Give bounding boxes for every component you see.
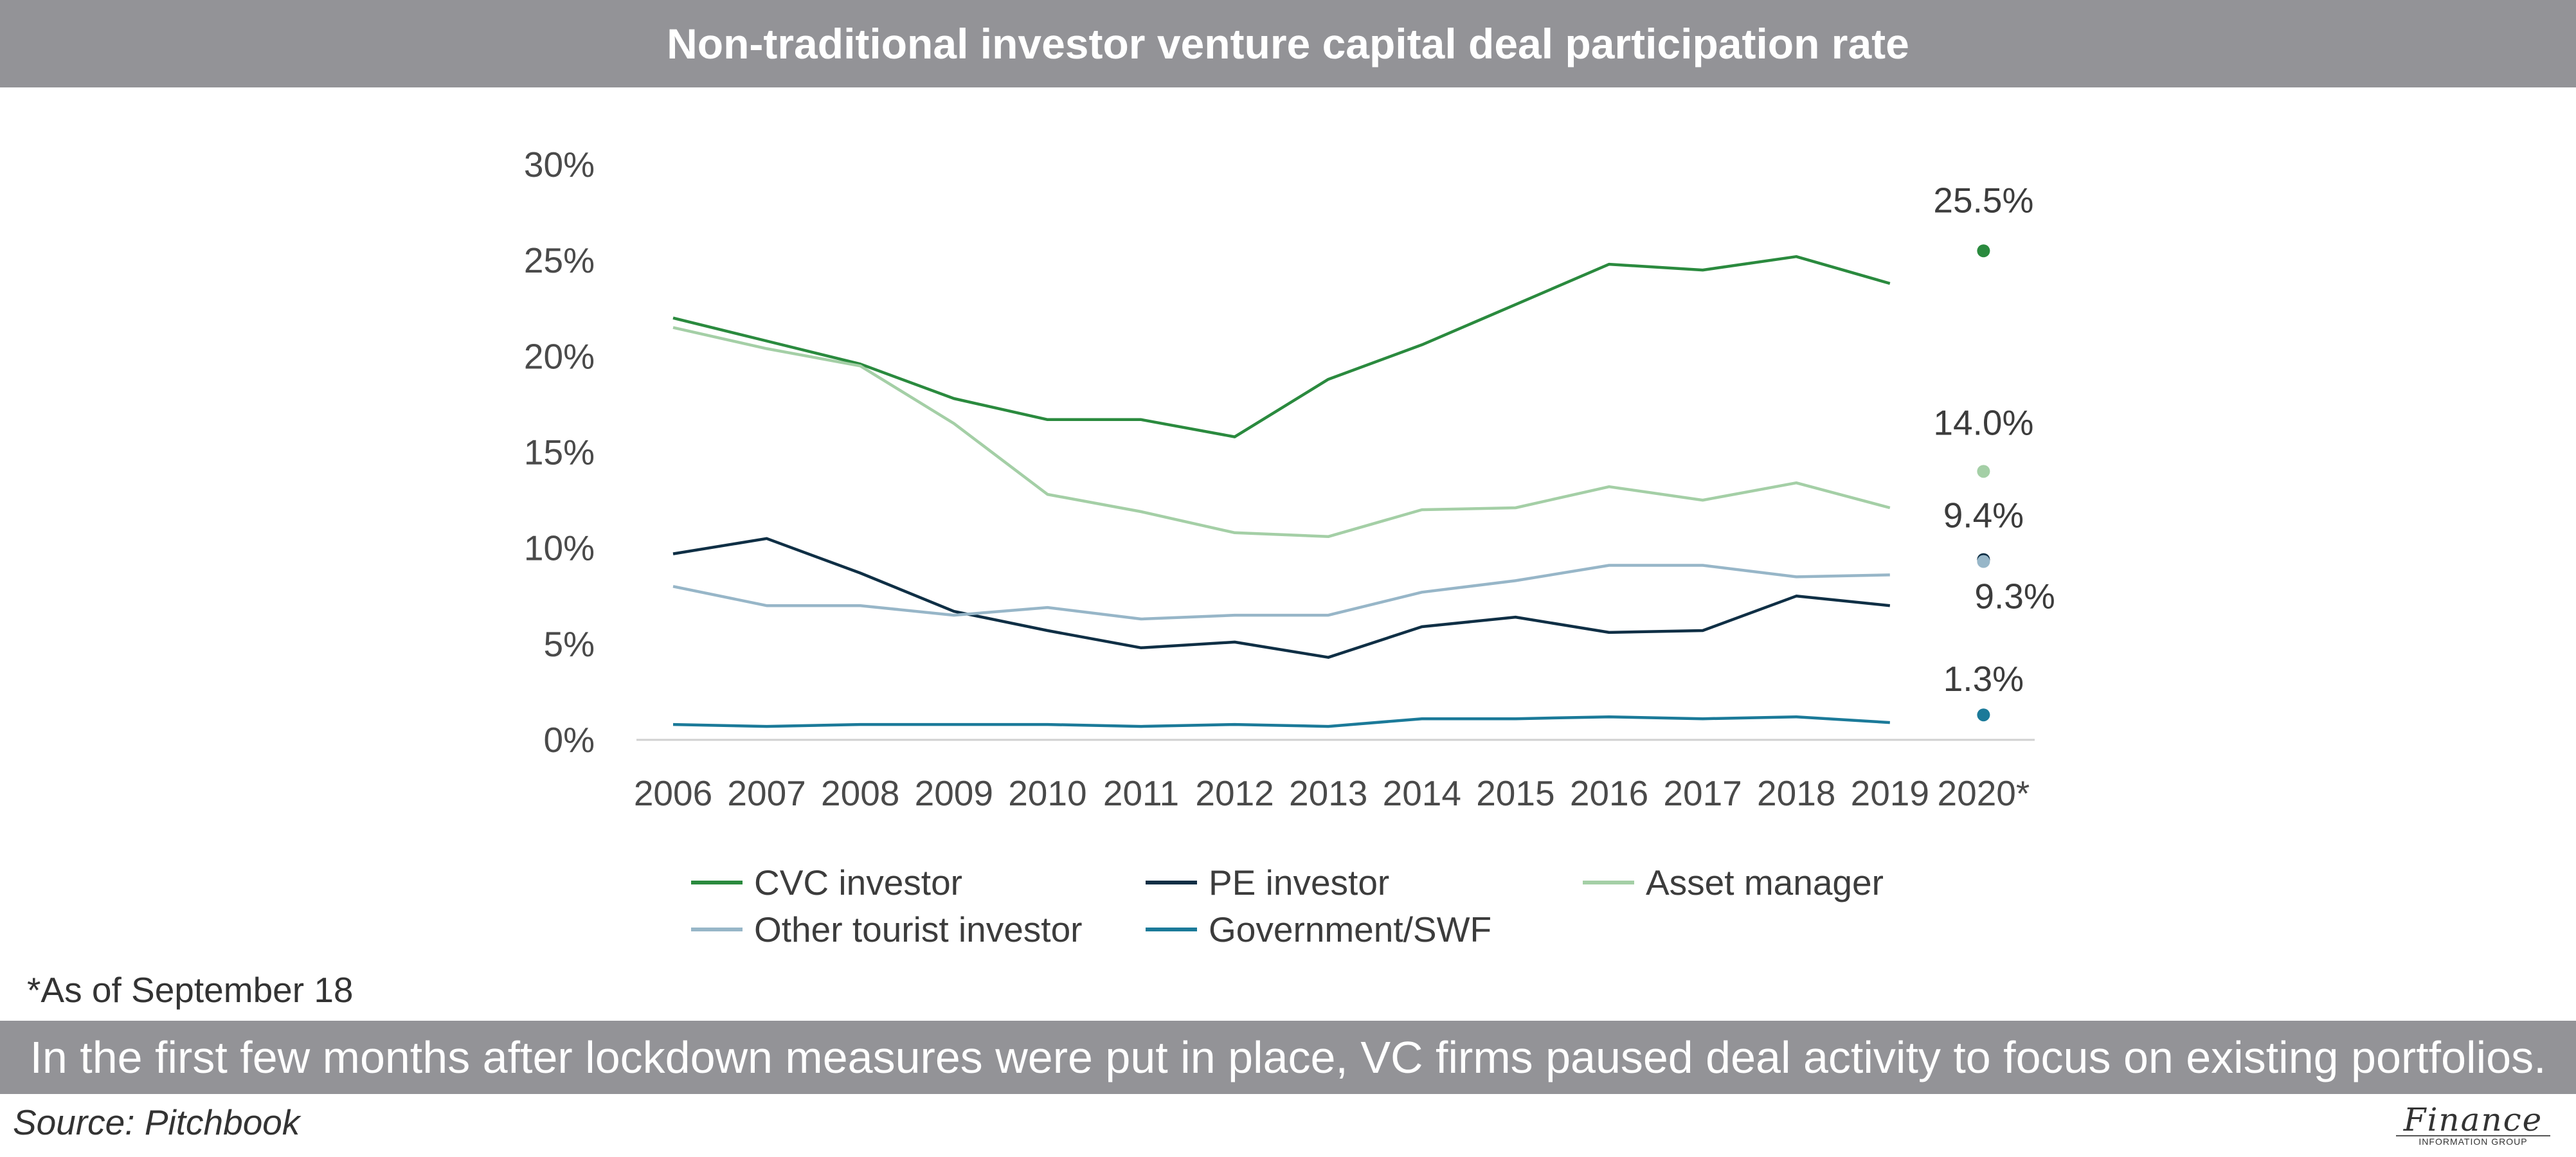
caption: In the first few months after lockdown m… [0,1021,2576,1094]
x-tick-label: 2018 [1757,773,1835,813]
source-note: Source: Pitchbook [13,1102,300,1142]
data-label-0: 25.5% [1933,180,2033,220]
y-tick-label: 15% [524,433,595,472]
legend-label-2: Asset manager [1646,863,1884,902]
data-label-3: 9.3% [1974,577,2055,616]
legend-label-0: CVC investor [754,863,962,902]
y-tick-label: 0% [544,720,595,760]
series-line-0 [672,255,1891,438]
x-tick-label: 2007 [727,773,806,813]
chart-title: Non-traditional investor venture capital… [0,0,2576,87]
x-tick-label: 2020* [1938,773,2030,813]
legend-label-3: Other tourist investor [754,910,1082,949]
x-axis-ticks: 2006 2007 2008 2009 2010 2011 2012 2013 2014 2015… [634,773,2030,813]
data-label-4: 1.3% [1943,659,2024,699]
series-line-4 [672,715,1890,728]
y-tick-label: 25% [524,240,595,280]
final-point-0 [1977,244,1990,258]
legend-label-4: Government/SWF [1209,910,1491,949]
x-tick-label: 2015 [1476,773,1554,813]
final-point-2 [1977,465,1990,478]
x-tick-label: 2013 [1289,773,1367,813]
x-tick-label: 2012 [1195,773,1274,813]
x-tick-label: 2008 [821,773,899,813]
legend-label-1: PE investor [1209,863,1389,902]
x-tick-label: 2006 [634,773,712,813]
x-tick-label: 2017 [1663,773,1742,813]
logo-sub-text: INFORMATION GROUP [2396,1135,2550,1147]
y-axis-ticks: 0% 5% 10% 15% 20% 25% 30% [524,145,595,760]
line-chart: 0% 5% 10% 15% 20% 25% 30% 2006 2007 2008 2009 2010… [524,145,2055,949]
final-point-3 [1977,555,1990,568]
x-tick-label: 2014 [1383,773,1461,813]
legend: CVC investor PE investor Asset manager Othe… [691,863,1884,949]
y-tick-label: 10% [524,528,595,568]
logo-main-text: Finance [2403,1101,2543,1138]
final-points: 25.5% 9.4% 14.0% 9.3% 1.3% [1933,180,2055,722]
data-label-1: 9.4% [1943,496,2024,535]
series-line-2 [672,326,1891,539]
x-tick-label: 2016 [1570,773,1648,813]
x-tick-label: 2019 [1851,773,1929,813]
x-tick-label: 2010 [1008,773,1086,813]
final-point-4 [1977,708,1990,722]
series-lines [672,255,1891,728]
y-tick-label: 30% [524,145,595,184]
x-tick-label: 2011 [1103,773,1179,813]
footnote: *As of September 18 [27,970,354,1010]
x-tick-label: 2009 [915,773,993,813]
y-tick-label: 5% [544,624,595,664]
series-line-3 [672,564,1890,621]
company-logo: Finance INFORMATION GROUP [2396,1104,2550,1149]
y-tick-label: 20% [524,336,595,376]
series-line-1 [672,537,1891,659]
data-label-2: 14.0% [1933,402,2033,442]
